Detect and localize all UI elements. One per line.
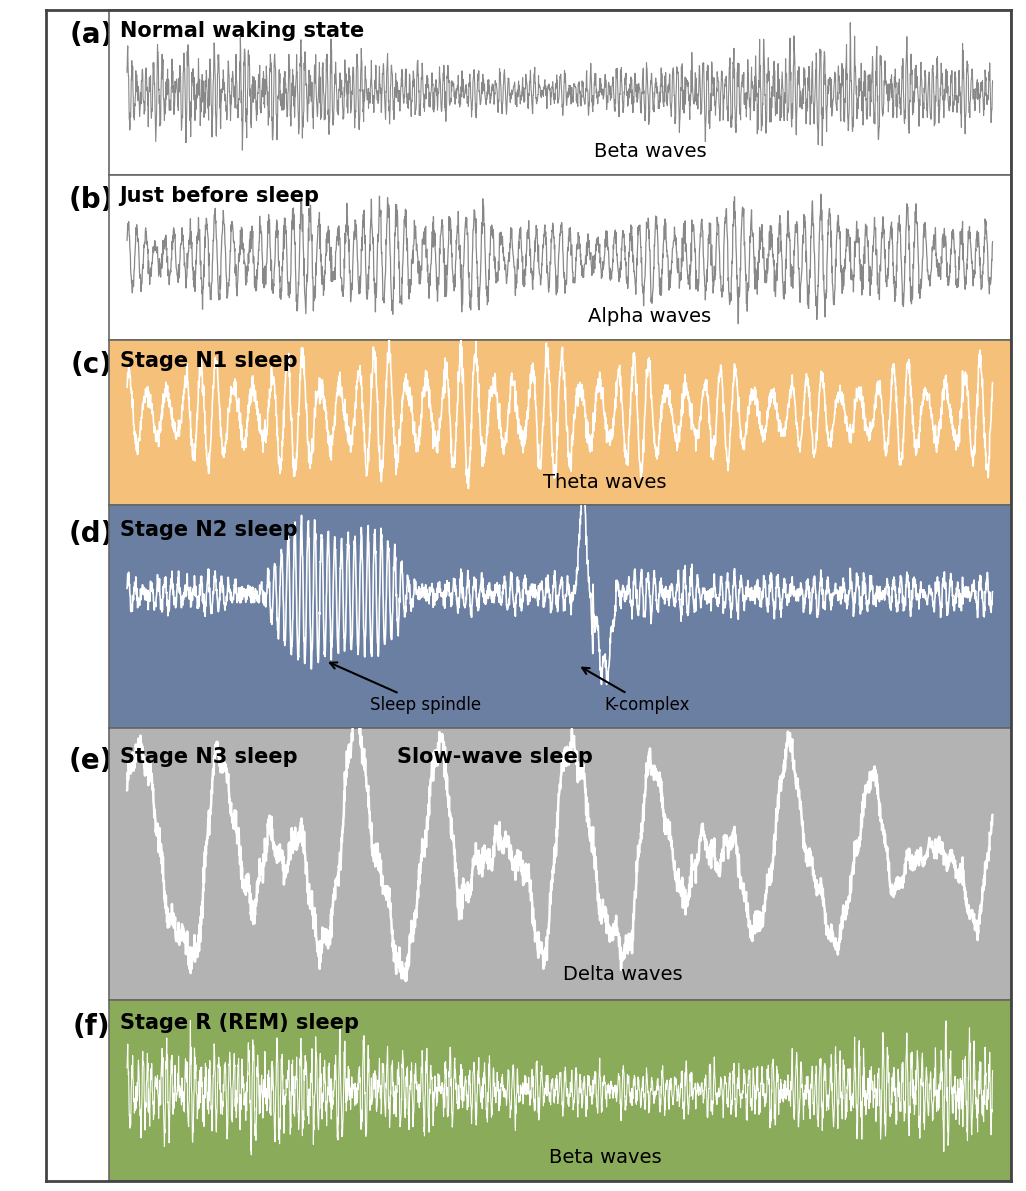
Text: Stage N3 sleep: Stage N3 sleep [120,747,298,767]
Text: Slow-wave sleep: Slow-wave sleep [397,747,593,767]
Text: K-complex: K-complex [582,668,690,715]
Text: (c): (c) [71,351,112,379]
Text: (e): (e) [69,747,114,774]
Text: Theta waves: Theta waves [543,473,667,492]
Text: (a): (a) [69,21,114,49]
Text: Sleep spindle: Sleep spindle [330,662,481,715]
Text: (d): (d) [69,520,114,548]
Text: Normal waking state: Normal waking state [120,21,364,40]
Text: Delta waves: Delta waves [563,965,682,984]
Text: (f): (f) [73,1012,110,1041]
Text: Stage N2 sleep: Stage N2 sleep [120,520,298,541]
Text: (b): (b) [69,186,114,214]
Text: Just before sleep: Just before sleep [120,186,320,206]
Text: Stage N1 sleep: Stage N1 sleep [120,351,298,372]
Text: Stage R (REM) sleep: Stage R (REM) sleep [120,1012,359,1033]
Text: Alpha waves: Alpha waves [588,307,711,326]
Text: Beta waves: Beta waves [594,143,706,162]
Text: Beta waves: Beta waves [549,1148,661,1167]
